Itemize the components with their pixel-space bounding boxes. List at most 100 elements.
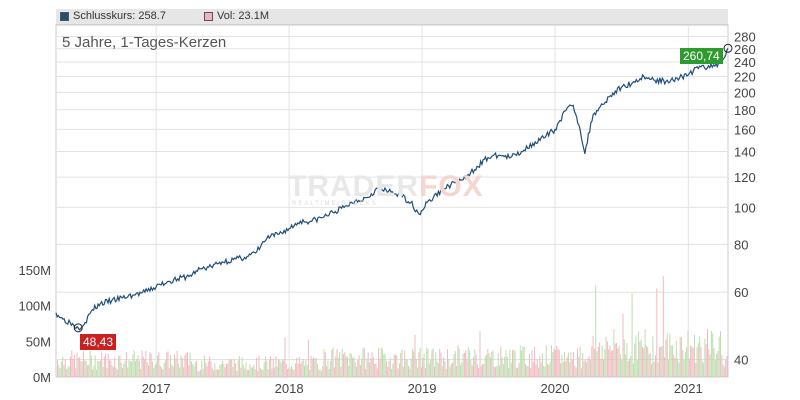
volume-bar <box>310 355 312 377</box>
volume-bar <box>502 363 504 377</box>
volume-bar <box>518 363 520 377</box>
volume-bar <box>380 347 382 377</box>
volume-bar <box>239 356 240 377</box>
volume-bar <box>318 369 320 377</box>
volume-bar <box>517 367 519 377</box>
volume-bar <box>296 358 298 377</box>
volume-bar <box>522 346 524 377</box>
legend-close[interactable]: Schlusskurs: 258.7 <box>60 10 166 22</box>
volume-bar <box>688 358 690 377</box>
volume-bar <box>709 354 711 377</box>
volume-bar <box>254 369 256 377</box>
volume-bar <box>599 342 601 377</box>
volume-bar <box>660 346 662 377</box>
volume-bar <box>430 359 432 377</box>
volume-bar <box>89 350 91 377</box>
volume-bar <box>71 350 73 377</box>
volume-bar <box>565 361 567 377</box>
volume-bar <box>717 351 719 377</box>
volume-bar <box>574 365 576 377</box>
volume-bar <box>458 348 460 377</box>
volume-bar <box>570 352 572 377</box>
volume-bar <box>396 355 398 377</box>
volume-bar <box>497 352 499 377</box>
volume-bar <box>713 348 715 377</box>
volume-bar <box>678 362 680 377</box>
volume-bar <box>578 357 580 377</box>
volume-bar <box>651 363 653 377</box>
volume-bar <box>382 348 383 377</box>
vol-tick-label: 100M <box>18 299 51 314</box>
volume-bar <box>487 348 489 377</box>
volume-bar <box>340 366 342 377</box>
volume-bar <box>489 357 491 377</box>
chart-subtitle: 5 Jahre, 1-Tages-Kerzen <box>62 34 227 51</box>
volume-bar <box>526 365 528 377</box>
volume-bar <box>616 343 617 377</box>
volume-bar <box>643 348 645 377</box>
volume-bar <box>562 362 564 377</box>
volume-bar <box>105 353 107 377</box>
volume-bar <box>495 367 497 377</box>
volume-bar <box>92 369 94 377</box>
volume-bar <box>695 363 697 377</box>
volume-bar <box>523 346 525 377</box>
volume-bar <box>465 350 467 377</box>
legend-vol[interactable]: Vol: 23.1M <box>204 10 269 22</box>
volume-bar <box>263 362 265 377</box>
volume-bar <box>343 354 344 377</box>
volume-bar <box>244 368 246 377</box>
volume-bar <box>193 366 195 377</box>
volume-bar <box>432 348 434 377</box>
volume-bar <box>496 365 498 377</box>
volume-bar <box>443 357 445 377</box>
volume-bar <box>421 367 422 377</box>
volume-bar <box>673 354 675 377</box>
volume-bar <box>530 367 532 377</box>
volume-bar <box>605 336 607 377</box>
volume-bar <box>557 348 559 377</box>
volume-bar <box>349 353 351 377</box>
volume-bar <box>604 349 606 377</box>
volume-bar <box>417 367 419 377</box>
volume-bar <box>241 357 243 377</box>
volume-bar <box>94 355 96 377</box>
y-tick-label: 220 <box>734 69 756 84</box>
volume-bar <box>122 368 123 377</box>
volume-bar <box>170 355 172 377</box>
volume-bar <box>647 346 649 377</box>
volume-bar <box>697 343 699 377</box>
x-tick-label: 2021 <box>674 381 703 396</box>
volume-bar <box>514 350 516 377</box>
volume-bar <box>552 352 554 377</box>
volume-bar <box>674 358 676 377</box>
volume-bar <box>661 346 663 377</box>
volume-bar <box>712 333 714 377</box>
volume-bar <box>376 368 378 377</box>
volume-bar <box>590 360 591 377</box>
volume-bar <box>155 363 157 377</box>
volume-bar <box>473 357 474 377</box>
volume-bar <box>631 293 633 377</box>
volume-bar <box>294 363 296 377</box>
volume-bar <box>206 366 208 377</box>
volume-bar <box>302 358 304 377</box>
legend-vol-label: Vol: 23.1M <box>217 10 269 22</box>
volume-bar <box>614 343 616 377</box>
volume-bar <box>556 345 558 377</box>
volume-bar <box>560 363 562 377</box>
volume-bar <box>226 364 227 377</box>
volume-bar <box>714 359 716 377</box>
volume-bar <box>725 359 727 377</box>
volume-bar <box>81 361 83 377</box>
volume-bar <box>683 359 685 377</box>
volume-bar <box>159 365 161 377</box>
volume-bar <box>488 353 490 377</box>
volume-bar <box>235 363 237 377</box>
volume-bar <box>228 359 230 377</box>
volume-bar <box>292 368 294 377</box>
volume-bar <box>300 363 302 377</box>
volume-bar <box>504 357 506 377</box>
volume-bar <box>619 354 621 377</box>
volume-bar <box>119 355 121 377</box>
